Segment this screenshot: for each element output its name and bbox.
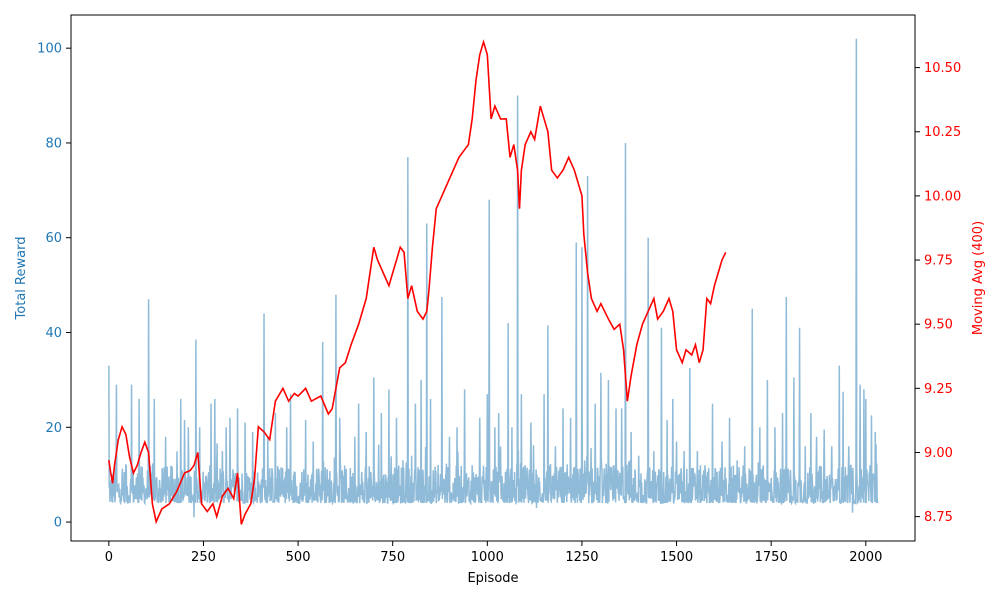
left-y-tick-label: 20 <box>45 421 62 436</box>
right-y-tick-label: 10.25 <box>924 125 961 140</box>
right-y-axis-title: Moving Avg (400) <box>971 221 986 335</box>
plot-frame <box>70 14 916 542</box>
right-y-tick-label: 9.00 <box>924 446 953 461</box>
right-y-axis: 8.75 9.00 9.25 9.50 9.75 10.00 10.25 10.50 <box>915 61 961 525</box>
x-tick-label: 0 <box>105 550 113 565</box>
right-y-tick-label: 8.75 <box>924 510 953 525</box>
right-y-tick-label: 9.25 <box>924 382 953 397</box>
reward-line <box>108 38 879 518</box>
x-tick-label: 750 <box>380 550 405 565</box>
left-y-axis-title: Total Reward <box>14 237 29 321</box>
x-axis: 0 250 500 750 1000 1250 1500 1750 2000 <box>105 541 882 565</box>
x-tick-label: 500 <box>286 550 311 565</box>
left-y-tick-label: 40 <box>45 326 62 341</box>
right-y-tick-label: 9.50 <box>924 318 953 333</box>
x-tick-label: 1250 <box>565 550 598 565</box>
left-y-tick-label: 100 <box>37 42 62 57</box>
x-tick-label: 250 <box>191 550 216 565</box>
x-tick-label: 2000 <box>849 550 882 565</box>
right-y-tick-label: 10.00 <box>924 189 961 204</box>
left-y-tick-label: 0 <box>54 516 62 531</box>
x-tick-label: 1500 <box>660 550 693 565</box>
x-axis-title: Episode <box>467 571 518 586</box>
left-y-tick-label: 80 <box>45 136 62 151</box>
left-y-tick-label: 60 <box>45 231 62 246</box>
moving-avg-line <box>108 39 727 525</box>
reward-series <box>108 38 879 518</box>
moving-avg-series <box>108 39 727 525</box>
right-y-tick-label: 10.50 <box>924 61 961 76</box>
left-y-axis: 0 20 40 60 80 100 <box>37 42 71 531</box>
x-tick-label: 1000 <box>471 550 504 565</box>
x-tick-label: 1750 <box>755 550 788 565</box>
right-y-tick-label: 9.75 <box>924 254 953 269</box>
